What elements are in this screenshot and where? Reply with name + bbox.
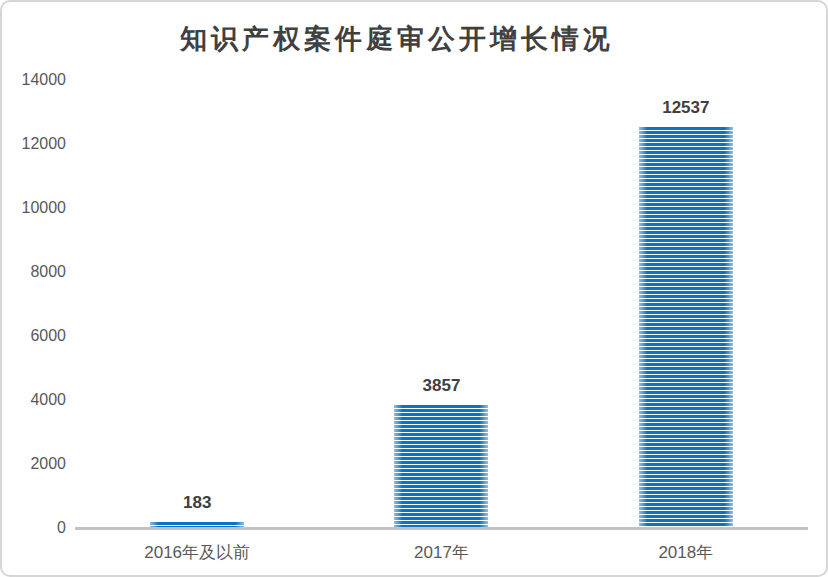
x-tick-label: 2018年 [658, 541, 713, 564]
y-tick-label: 0 [2, 520, 66, 536]
chart-title: 知识产权案件庭审公开增长情况 [2, 21, 792, 57]
bar-chart: 知识产权案件庭审公开增长情况 0 2000 4000 6000 8000 10000 120… [0, 0, 828, 577]
x-axis-labels: 2016年及以前 2017年 2018年 [75, 541, 808, 565]
y-tick-label: 6000 [2, 328, 66, 344]
bar-slot: 12537 [564, 80, 808, 528]
x-axis-line [75, 527, 808, 530]
bar-value-label: 12537 [564, 99, 808, 116]
y-tick-label: 8000 [2, 264, 66, 280]
bar-2017年 [394, 405, 488, 528]
y-tick-label: 14000 [2, 72, 66, 88]
bar-2018年 [639, 127, 733, 528]
bar-value-label: 3857 [319, 377, 563, 394]
plot-area: 183 3857 12537 [75, 80, 808, 528]
bar-slot: 183 [75, 80, 319, 528]
x-tick-label: 2016年及以前 [144, 541, 250, 564]
y-axis: 0 2000 4000 6000 8000 10000 12000 14000 [2, 2, 66, 577]
bar-value-label: 183 [75, 494, 319, 511]
bar-slot: 3857 [319, 80, 563, 528]
y-tick-label: 2000 [2, 456, 66, 472]
y-tick-label: 12000 [2, 136, 66, 152]
y-tick-label: 4000 [2, 392, 66, 408]
x-tick-label: 2017年 [414, 541, 469, 564]
y-tick-label: 10000 [2, 200, 66, 216]
